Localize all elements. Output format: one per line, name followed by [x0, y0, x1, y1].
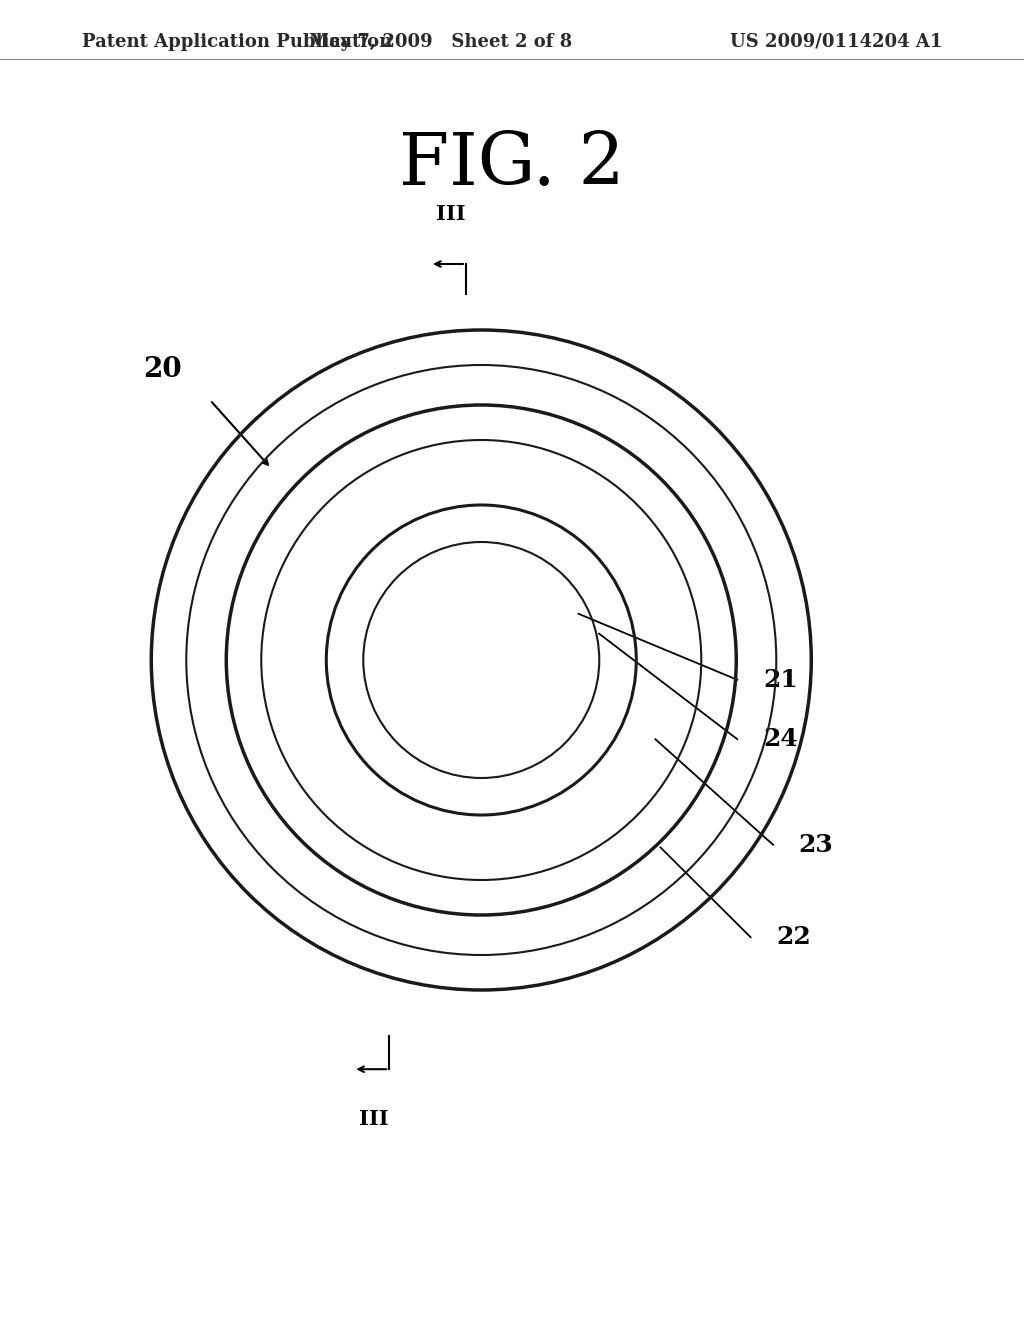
- Text: III: III: [359, 1109, 388, 1129]
- Text: 20: 20: [143, 356, 182, 383]
- Text: Patent Application Publication: Patent Application Publication: [82, 33, 392, 51]
- Text: III: III: [436, 205, 465, 224]
- Text: May 7, 2009   Sheet 2 of 8: May 7, 2009 Sheet 2 of 8: [308, 33, 572, 51]
- Text: 22: 22: [776, 925, 811, 949]
- Text: 23: 23: [799, 833, 834, 857]
- Text: US 2009/0114204 A1: US 2009/0114204 A1: [730, 33, 942, 51]
- Text: FIG. 2: FIG. 2: [399, 129, 625, 201]
- Text: 24: 24: [763, 727, 798, 751]
- Text: 21: 21: [763, 668, 798, 692]
